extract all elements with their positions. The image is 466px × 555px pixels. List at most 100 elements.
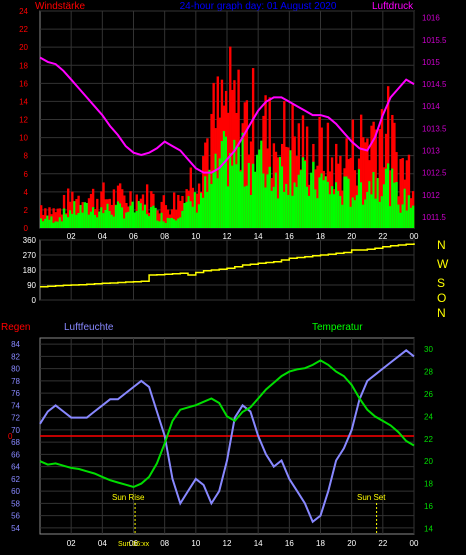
wind-gust-bar — [158, 213, 161, 228]
wind-avg-bar — [214, 153, 217, 228]
top-y-tick-label: 14 — [19, 97, 28, 106]
wind-avg-bar — [310, 172, 313, 228]
wind-avg-bar — [48, 219, 51, 228]
wind-gust-bar — [243, 102, 246, 228]
wind-avg-bar — [175, 220, 178, 228]
wind-avg-bar — [301, 157, 305, 228]
wind-avg-bar — [370, 194, 373, 228]
top-y2-tick-label: 1015.5 — [422, 36, 447, 45]
wind-gust-bar — [305, 126, 309, 228]
humidity-tick-label: 70 — [11, 426, 20, 435]
direction-label-w: W — [437, 257, 449, 271]
direction-label-s: S — [437, 276, 445, 290]
mid-y-tick-label: 90 — [27, 281, 36, 290]
wind-gust-bar — [172, 192, 176, 228]
wind-avg-bar — [112, 216, 116, 228]
top-x-tick-label: 04 — [98, 232, 107, 241]
bot-x-tick-label: 16 — [285, 539, 294, 548]
wind-avg-bar — [295, 186, 298, 228]
bot-x-tick-label: 06 — [129, 539, 138, 548]
wind-avg-bar — [384, 168, 388, 228]
wind-avg-bar — [237, 146, 240, 228]
wind-avg-bar — [249, 194, 253, 228]
wind-gust-bar — [380, 109, 384, 228]
wind-avg-bar — [243, 186, 246, 228]
humidity-tick-label: 74 — [11, 401, 20, 410]
mid-y-tick-label: 180 — [23, 266, 37, 275]
wind-avg-bar — [264, 187, 267, 228]
wind-avg-bar — [210, 184, 213, 228]
wind-gust-bar — [89, 193, 93, 228]
wind-avg-bar — [247, 162, 251, 228]
wind-gust-bar — [364, 142, 367, 228]
wind-label: Windstärke — [35, 1, 85, 12]
wind-avg-bar — [341, 204, 344, 228]
wind-avg-bar — [411, 205, 415, 228]
direction-label-n1: N — [437, 238, 446, 252]
wind-avg-bar — [343, 176, 346, 228]
wind-avg-bar — [104, 209, 107, 228]
wind-gust-bar — [407, 154, 411, 228]
wind-gust-bar — [386, 86, 390, 229]
wind-avg-bar — [222, 131, 226, 228]
wind-avg-bar — [364, 199, 367, 228]
wind-gust-bar — [293, 136, 296, 228]
wind-avg-bar — [89, 211, 93, 228]
top-y2-tick-label: 1014.5 — [422, 80, 447, 89]
wind-avg-bar — [168, 218, 172, 228]
humidity-tick-label: 80 — [11, 365, 20, 374]
wind-avg-bar — [154, 207, 157, 228]
wind-gust-bar — [44, 208, 47, 228]
wind-gust-bar — [378, 129, 382, 228]
bot-x-tick-label: 04 — [98, 539, 107, 548]
wind-avg-bar — [125, 212, 128, 228]
wind-gust-bar — [370, 125, 373, 228]
wind-avg-bar — [158, 221, 161, 228]
wind-avg-bar — [316, 198, 319, 228]
wind-avg-bar — [202, 197, 205, 228]
top-x-tick-label: 16 — [285, 232, 294, 241]
top-x-tick-label: 08 — [160, 232, 169, 241]
wind-gust-bar — [366, 138, 369, 228]
top-y-tick-label: 10 — [19, 134, 28, 143]
wind-avg-bar — [64, 214, 68, 228]
wind-avg-bar — [281, 166, 284, 228]
wind-avg-bar — [337, 190, 340, 228]
wind-avg-bar — [299, 170, 303, 228]
temperature-tick-label: 22 — [424, 435, 433, 444]
wind-avg-bar — [85, 202, 89, 228]
wind-avg-bar — [94, 214, 97, 228]
wind-avg-bar — [322, 180, 325, 228]
wind-gust-bar — [374, 129, 377, 228]
wind-gust-bar — [210, 113, 213, 228]
wind-avg-bar — [335, 182, 338, 228]
wind-direction-line — [40, 243, 415, 288]
wind-gust-bar — [268, 97, 271, 229]
temperature-tick-label: 26 — [424, 390, 433, 399]
pressure-line — [39, 56, 415, 174]
wind-gust-bar — [251, 68, 255, 228]
wind-gust-bar — [102, 182, 105, 228]
wind-avg-bar — [58, 217, 62, 228]
wind-avg-bar — [355, 195, 359, 228]
wind-avg-bar — [251, 163, 255, 228]
temperature-tick-label: 24 — [424, 412, 433, 421]
wind-avg-bar — [376, 178, 379, 228]
bot-x-tick-label: 18 — [316, 539, 325, 548]
wind-gust-bar — [156, 210, 159, 228]
wind-avg-bar — [208, 169, 211, 228]
wind-avg-bar — [314, 189, 317, 228]
wind-avg-bar — [245, 185, 249, 228]
wind-avg-bar — [229, 152, 232, 228]
top-y-tick-label: 8 — [24, 152, 29, 161]
wind-avg-bar — [81, 212, 84, 228]
wind-avg-bar — [150, 207, 153, 228]
wind-avg-bar — [121, 207, 124, 228]
wind-avg-bar — [129, 205, 132, 228]
bot-x-tick-label: 02 — [67, 539, 76, 548]
wind-gust-bar — [389, 170, 392, 228]
wind-avg-bar — [380, 196, 384, 228]
bot-x-tick-label: 22 — [378, 539, 387, 548]
top-x-tick-label: 20 — [347, 232, 356, 241]
wind-avg-bar — [60, 221, 64, 228]
